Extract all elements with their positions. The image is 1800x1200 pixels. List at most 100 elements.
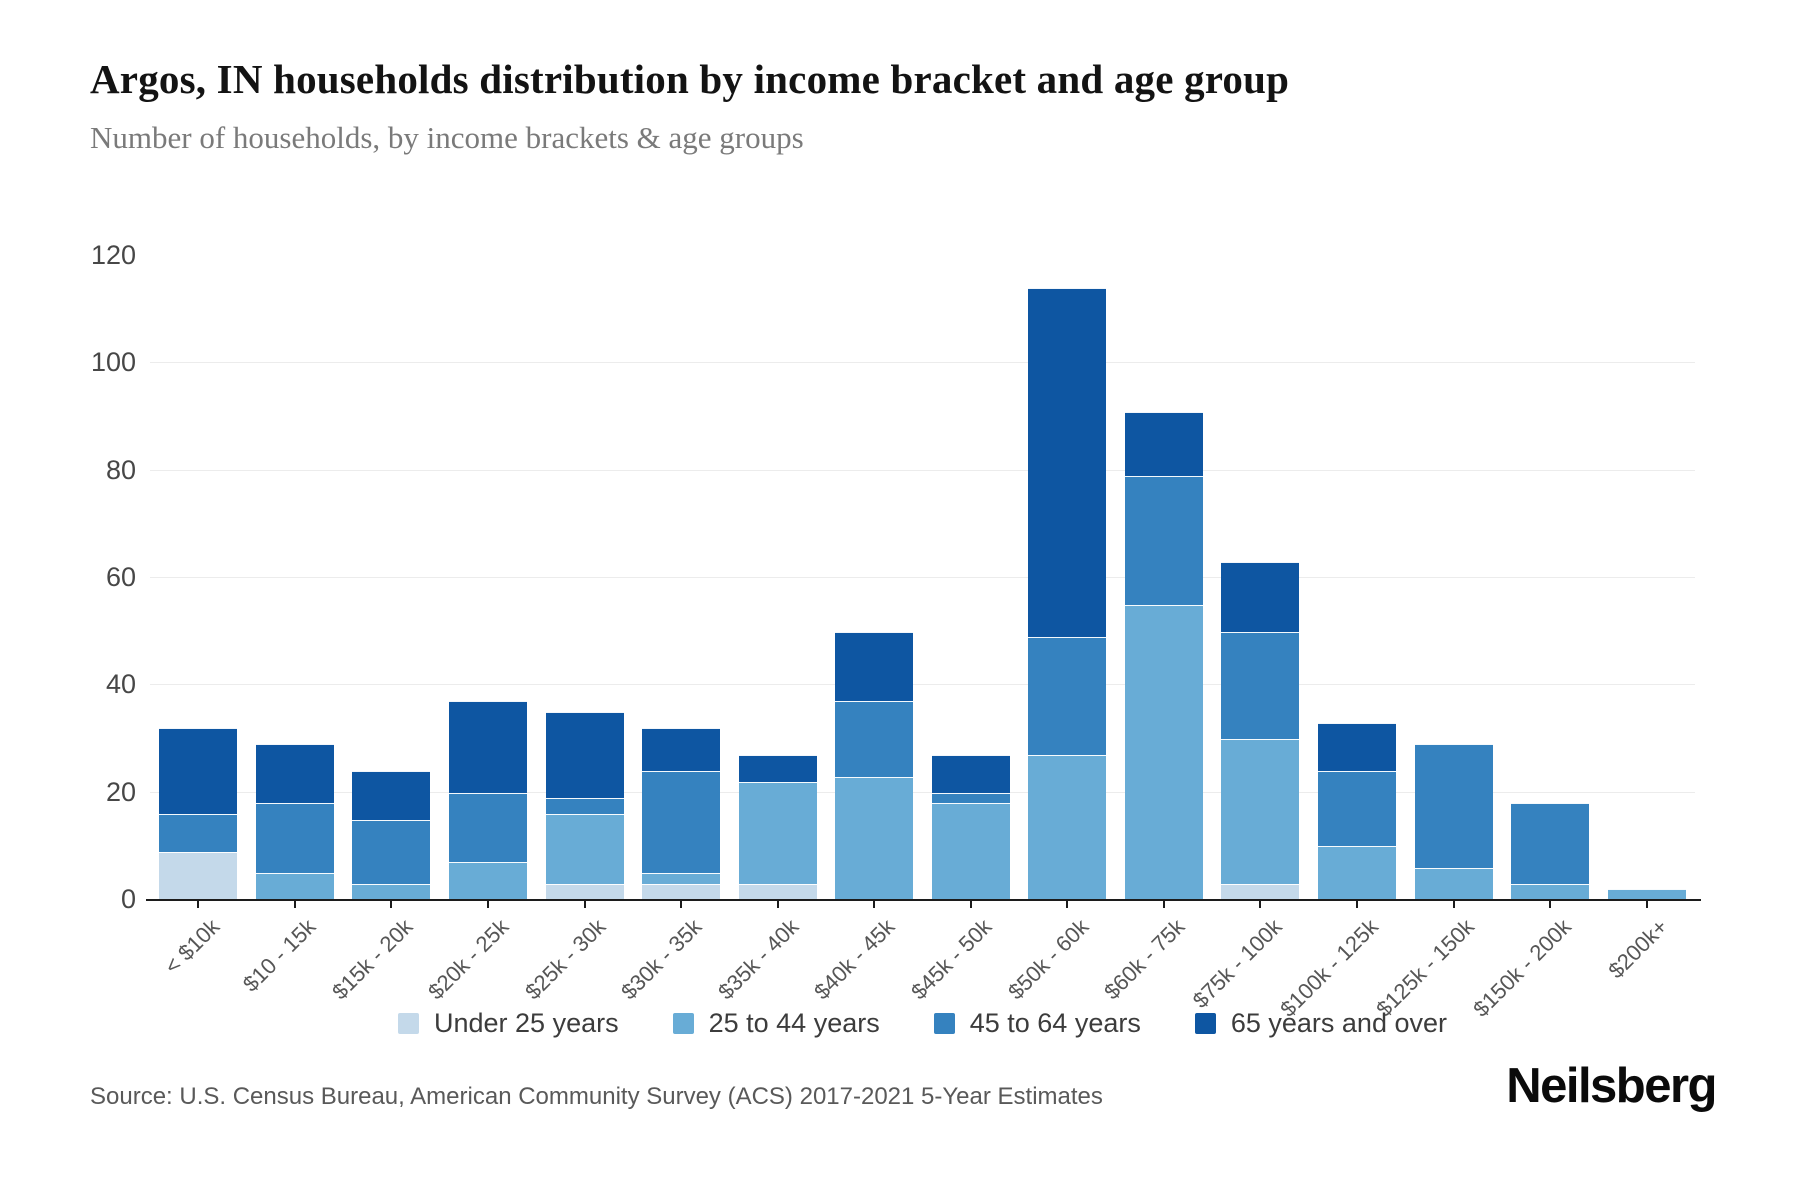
bar-group <box>545 712 624 900</box>
x-axis-tick <box>1162 901 1165 908</box>
legend-swatch <box>933 1013 955 1034</box>
bar-segment <box>1221 561 1300 632</box>
bar-segment <box>1414 744 1493 868</box>
x-axis-line <box>146 899 1701 901</box>
x-axis-tick <box>969 901 972 908</box>
bar-group <box>1607 889 1686 900</box>
bar-group <box>931 755 1010 900</box>
gridline <box>150 469 1695 471</box>
legend-swatch <box>672 1013 694 1034</box>
bar-segment <box>545 814 624 884</box>
bar-segment <box>1511 803 1590 884</box>
bar-segment <box>545 712 624 799</box>
bar-segment <box>1221 739 1300 884</box>
bar-segment <box>352 883 431 900</box>
bar-segment <box>159 851 238 900</box>
bar-segment <box>1028 755 1107 900</box>
x-axis-tick <box>680 901 683 908</box>
bar-segment <box>1318 846 1397 900</box>
y-tick-label: 80 <box>105 454 136 485</box>
legend-item: 45 to 64 years <box>933 1008 1141 1039</box>
bar-segment <box>1607 889 1686 900</box>
bar-group <box>255 744 334 900</box>
bar-group <box>738 755 817 900</box>
bar-segment <box>1124 476 1203 605</box>
y-tick-label: 120 <box>90 240 136 270</box>
bar-segment <box>642 873 721 884</box>
bar-segment <box>931 803 1010 900</box>
bar-segment <box>448 862 527 900</box>
y-tick-label: 0 <box>120 884 136 914</box>
x-axis-tick <box>1549 901 1552 908</box>
legend-label: 65 years and over <box>1230 1008 1447 1038</box>
y-tick-label: 20 <box>105 776 136 807</box>
bar-segment <box>159 814 238 852</box>
bar-segment <box>738 781 817 884</box>
bar-segment <box>835 776 914 900</box>
bar-group <box>1221 561 1300 900</box>
bar-segment <box>1414 867 1493 900</box>
bar-segment <box>352 819 431 884</box>
x-axis-tick <box>1645 901 1648 908</box>
bar-segment <box>931 755 1010 793</box>
x-axis-tick <box>1066 901 1069 908</box>
bar-group <box>1511 803 1590 900</box>
bar-group <box>159 728 238 900</box>
bar-group <box>642 728 721 900</box>
legend-item: 65 years and over <box>1194 1008 1447 1039</box>
bar-segment <box>255 803 334 874</box>
gridline <box>150 791 1695 793</box>
legend-item: 25 to 44 years <box>672 1008 880 1039</box>
legend-swatch <box>398 1013 419 1034</box>
legend-label: 25 to 44 years <box>708 1008 880 1038</box>
bar-group <box>448 701 527 900</box>
bar-group <box>1124 411 1203 900</box>
bar-segment <box>352 771 431 820</box>
plot-area: 0 20 40 60 80 100 120 < $10k $10 - 15k $15k - 20… <box>91 242 1701 1022</box>
page-subtitle: Number of households, by income brackets… <box>90 120 804 155</box>
x-axis-tick <box>776 901 779 908</box>
y-tick-label: 40 <box>105 669 136 700</box>
bar-segment <box>1318 722 1397 772</box>
bar-segment <box>1221 631 1300 740</box>
bar-segment <box>1028 637 1107 756</box>
x-axis-tick <box>583 901 586 908</box>
x-axis-tick <box>1356 901 1359 908</box>
y-tick-label: 60 <box>105 562 136 592</box>
bar-group <box>1414 744 1493 900</box>
bar-segment <box>1124 604 1203 900</box>
x-axis-tick <box>1452 901 1455 908</box>
bar-segment <box>1028 288 1107 638</box>
bar-segment <box>545 883 624 900</box>
y-tick-label: 100 <box>90 347 136 378</box>
x-axis-tick <box>197 901 200 908</box>
bar-segment <box>159 728 238 815</box>
x-axis-tick <box>486 901 489 908</box>
brand-logo: Neilsberg <box>1506 1059 1717 1113</box>
legend-swatch <box>1194 1013 1216 1034</box>
bar-segment <box>835 701 914 777</box>
gridline <box>150 684 1695 686</box>
bar-segment <box>738 883 817 900</box>
x-axis-tick <box>390 901 393 908</box>
bar-group <box>1028 288 1107 900</box>
source-text: Source: U.S. Census Bureau, American Com… <box>90 1083 1103 1110</box>
bar-segment <box>642 883 721 900</box>
bar-segment <box>835 631 914 702</box>
bar-group <box>835 631 914 900</box>
bar-segment <box>448 701 527 793</box>
bar-group <box>352 771 431 900</box>
bar-segment <box>1221 883 1300 900</box>
bar-segment <box>642 771 721 874</box>
gridline <box>150 362 1695 364</box>
bar-segment <box>255 873 334 900</box>
page-title: Argos, IN households distribution by inc… <box>90 56 1290 102</box>
bar-segment <box>255 744 334 804</box>
legend-item: Under 25 years <box>398 1008 619 1039</box>
bar-segment <box>738 755 817 782</box>
legend-label: Under 25 years <box>434 1008 619 1038</box>
x-axis-tick <box>293 901 296 908</box>
bar-segment <box>1124 411 1203 477</box>
bar-segment <box>545 798 624 815</box>
